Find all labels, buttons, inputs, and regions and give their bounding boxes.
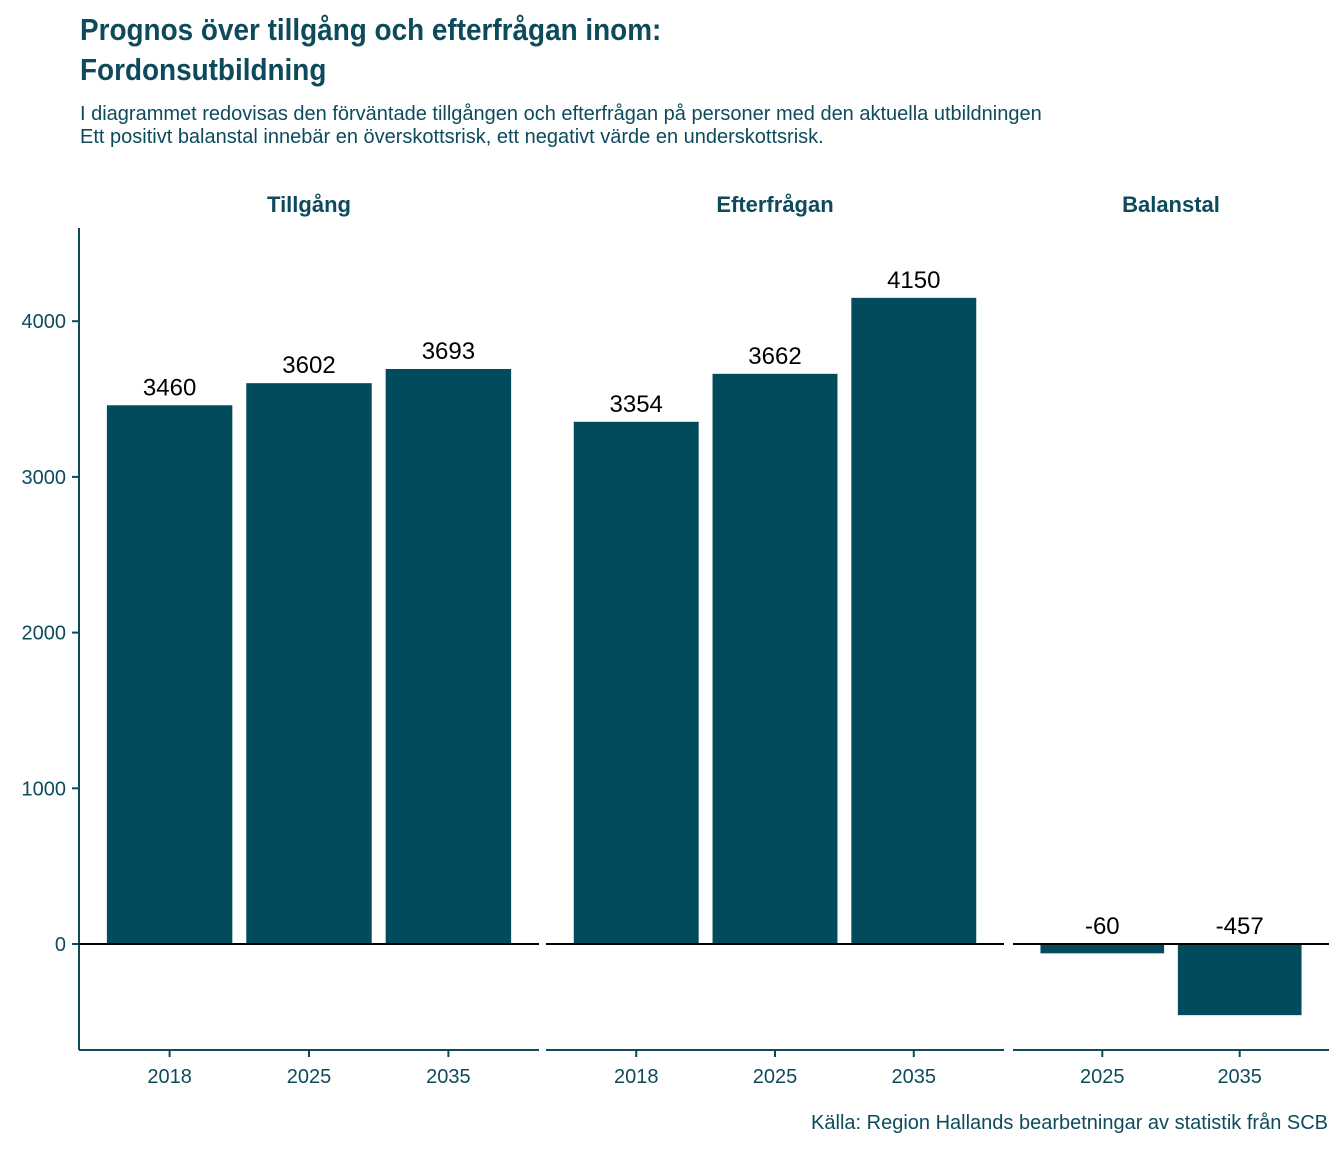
data-label: 3662 (748, 343, 801, 370)
bar (246, 383, 372, 945)
y-tick-label: 1000 (22, 778, 67, 800)
bar (712, 373, 838, 944)
bar (851, 297, 977, 945)
data-label: 3602 (282, 352, 335, 379)
x-tick-label: 2035 (1217, 1066, 1262, 1088)
data-label: 3460 (143, 374, 196, 401)
data-label: -60 (1085, 913, 1120, 940)
y-tick-label: 4000 (22, 311, 67, 333)
data-label: 3693 (422, 338, 475, 365)
x-tick-label: 2025 (287, 1066, 332, 1088)
data-label: 4150 (887, 267, 940, 294)
y-tick-label: 2000 (22, 623, 67, 645)
chart-subtitle: I diagrammet redovisas den förväntade ti… (80, 103, 1320, 149)
chart-subtitle-line-1: I diagrammet redovisas den förväntade ti… (80, 103, 1042, 125)
chart-caption: Källa: Region Hallands bearbetningar av … (811, 1112, 1328, 1134)
bar (1040, 944, 1165, 954)
bar (385, 368, 512, 945)
bar (573, 421, 699, 944)
x-tick-label: 2025 (753, 1066, 798, 1088)
x-tick-label: 2018 (147, 1066, 192, 1088)
chart-subtitle-line-2: Ett positivt balanstal innebär en översk… (80, 126, 824, 148)
chart-title-line-2: Fordonsutbildning (80, 52, 327, 87)
x-tick-label: 2035 (892, 1066, 937, 1088)
facet-label: Balanstal (1122, 192, 1220, 217)
bar (106, 405, 233, 944)
facet-label: Tillgång (267, 192, 351, 217)
facet-label: Efterfrågan (716, 192, 833, 217)
data-label: 3354 (610, 391, 663, 418)
chart-title-line-1: Prognos över tillgång och efterfrågan in… (80, 12, 662, 47)
x-tick-label: 2018 (614, 1066, 659, 1088)
bar (1177, 944, 1302, 1016)
y-tick-label: 0 (55, 934, 66, 956)
chart-title: Prognos över tillgång och efterfrågan in… (80, 10, 1160, 90)
x-tick-label: 2025 (1080, 1066, 1125, 1088)
x-tick-label: 2035 (426, 1066, 471, 1088)
data-label: -457 (1216, 913, 1264, 940)
y-tick-label: 3000 (22, 467, 67, 489)
